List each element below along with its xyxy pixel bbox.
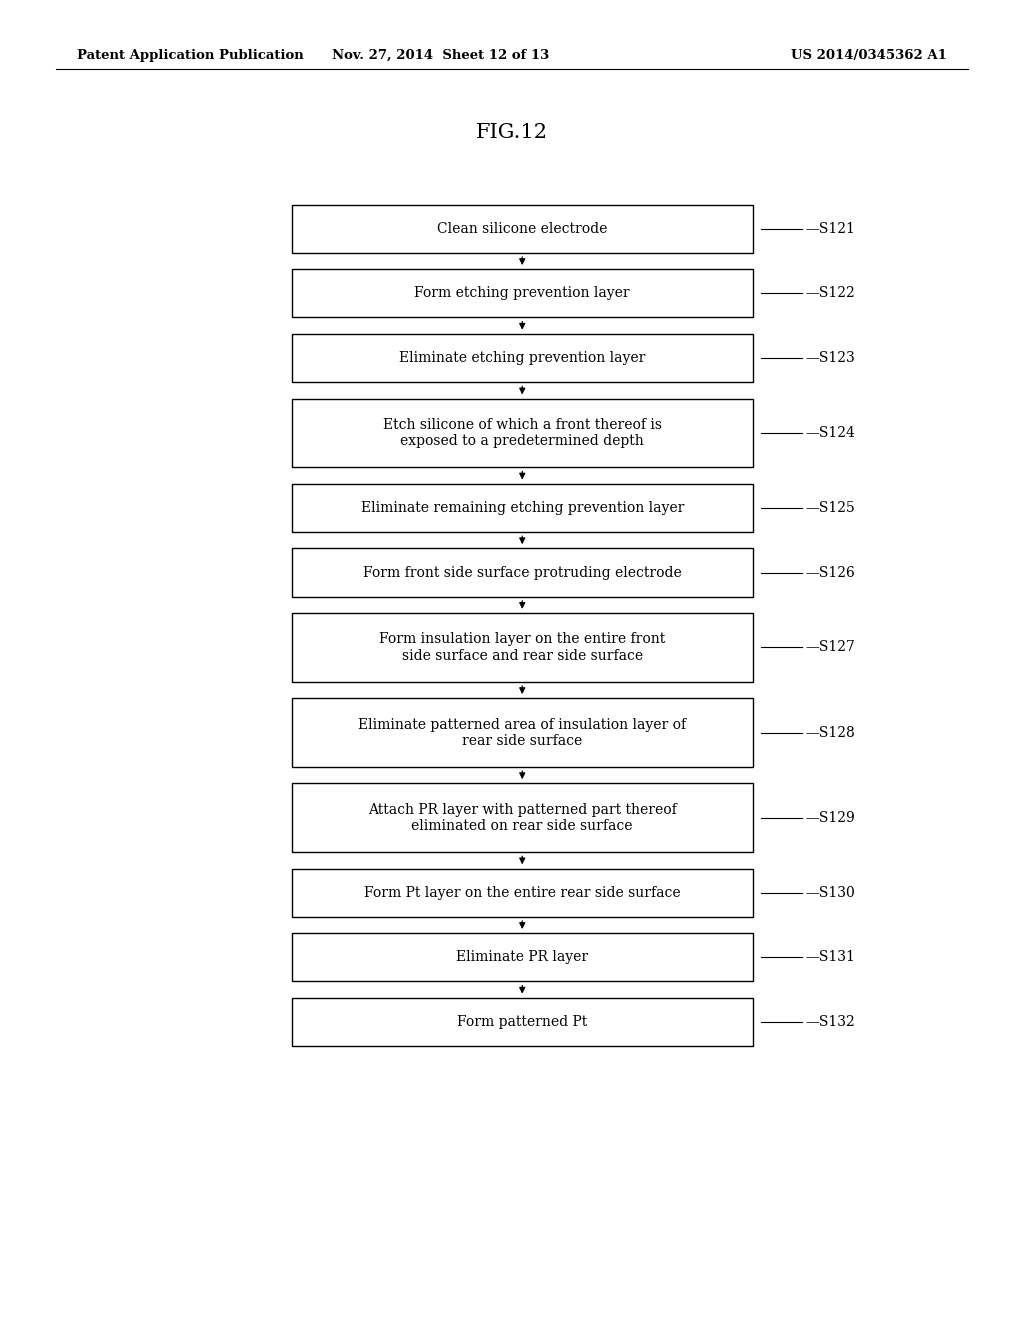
Text: Clean silicone electrode: Clean silicone electrode: [437, 222, 607, 236]
Text: —S128: —S128: [806, 726, 856, 739]
Text: —S125: —S125: [806, 500, 856, 515]
Text: —S130: —S130: [806, 886, 856, 900]
Text: —S132: —S132: [806, 1015, 856, 1030]
Text: —S126: —S126: [806, 565, 856, 579]
Text: Eliminate patterned area of insulation layer of
rear side surface: Eliminate patterned area of insulation l…: [358, 718, 686, 747]
Text: —S129: —S129: [806, 810, 856, 825]
Text: Form Pt layer on the entire rear side surface: Form Pt layer on the entire rear side su…: [364, 886, 681, 900]
Text: Etch silicone of which a front thereof is
exposed to a predetermined depth: Etch silicone of which a front thereof i…: [383, 418, 662, 447]
Text: Patent Application Publication: Patent Application Publication: [77, 49, 303, 62]
Text: Form etching prevention layer: Form etching prevention layer: [415, 286, 630, 301]
Text: US 2014/0345362 A1: US 2014/0345362 A1: [792, 49, 947, 62]
Text: Form patterned Pt: Form patterned Pt: [457, 1015, 588, 1030]
Text: —S127: —S127: [806, 640, 856, 655]
Text: —S131: —S131: [806, 950, 856, 965]
Text: Eliminate PR layer: Eliminate PR layer: [456, 950, 589, 965]
Text: —S123: —S123: [806, 351, 856, 366]
Text: FIG.12: FIG.12: [476, 123, 548, 141]
Text: Nov. 27, 2014  Sheet 12 of 13: Nov. 27, 2014 Sheet 12 of 13: [332, 49, 549, 62]
Text: Form insulation layer on the entire front
side surface and rear side surface: Form insulation layer on the entire fron…: [379, 632, 666, 663]
Text: Attach PR layer with patterned part thereof
eliminated on rear side surface: Attach PR layer with patterned part ther…: [368, 803, 677, 833]
Text: —S124: —S124: [806, 426, 856, 440]
Text: —S121: —S121: [806, 222, 856, 236]
Text: Eliminate etching prevention layer: Eliminate etching prevention layer: [399, 351, 645, 366]
Text: —S122: —S122: [806, 286, 856, 301]
Text: Eliminate remaining etching prevention layer: Eliminate remaining etching prevention l…: [360, 500, 684, 515]
Text: Form front side surface protruding electrode: Form front side surface protruding elect…: [362, 565, 682, 579]
